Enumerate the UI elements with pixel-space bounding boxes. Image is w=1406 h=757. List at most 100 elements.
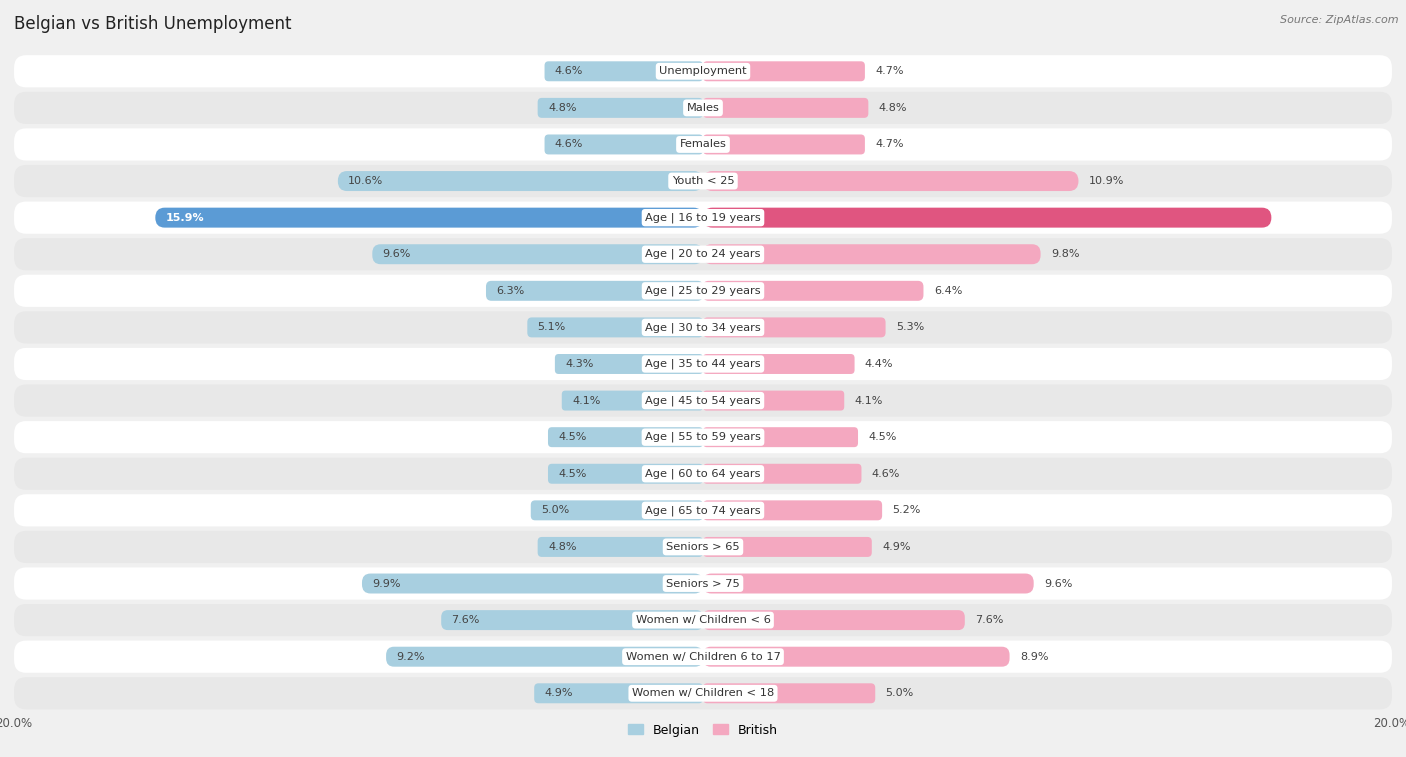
Text: 5.1%: 5.1%	[537, 322, 565, 332]
FancyBboxPatch shape	[14, 165, 1392, 197]
FancyBboxPatch shape	[703, 98, 869, 118]
Text: 4.8%: 4.8%	[879, 103, 907, 113]
FancyBboxPatch shape	[703, 684, 875, 703]
FancyBboxPatch shape	[703, 354, 855, 374]
Text: Age | 65 to 74 years: Age | 65 to 74 years	[645, 505, 761, 516]
Text: Source: ZipAtlas.com: Source: ZipAtlas.com	[1281, 15, 1399, 25]
FancyBboxPatch shape	[14, 201, 1392, 234]
FancyBboxPatch shape	[562, 391, 703, 410]
Text: Youth < 25: Youth < 25	[672, 176, 734, 186]
Text: 4.5%: 4.5%	[558, 432, 586, 442]
FancyBboxPatch shape	[703, 207, 1271, 228]
FancyBboxPatch shape	[527, 317, 703, 338]
FancyBboxPatch shape	[387, 646, 703, 667]
FancyBboxPatch shape	[703, 610, 965, 630]
FancyBboxPatch shape	[486, 281, 703, 301]
FancyBboxPatch shape	[14, 568, 1392, 600]
Text: 4.1%: 4.1%	[855, 396, 883, 406]
Text: Age | 35 to 44 years: Age | 35 to 44 years	[645, 359, 761, 369]
Text: Seniors > 75: Seniors > 75	[666, 578, 740, 588]
Text: 4.4%: 4.4%	[865, 359, 893, 369]
FancyBboxPatch shape	[14, 311, 1392, 344]
Text: 16.5%: 16.5%	[1282, 213, 1320, 223]
Text: 5.0%: 5.0%	[886, 688, 914, 698]
Text: 4.6%: 4.6%	[555, 67, 583, 76]
Text: 7.6%: 7.6%	[976, 615, 1004, 625]
FancyBboxPatch shape	[537, 537, 703, 557]
Text: 4.9%: 4.9%	[544, 688, 574, 698]
Text: Males: Males	[686, 103, 720, 113]
FancyBboxPatch shape	[14, 640, 1392, 673]
Legend: Belgian, British: Belgian, British	[623, 718, 783, 742]
FancyBboxPatch shape	[703, 646, 1010, 667]
FancyBboxPatch shape	[441, 610, 703, 630]
FancyBboxPatch shape	[703, 391, 844, 410]
Text: 7.6%: 7.6%	[451, 615, 479, 625]
FancyBboxPatch shape	[14, 678, 1392, 709]
Text: Age | 30 to 34 years: Age | 30 to 34 years	[645, 322, 761, 332]
Text: 4.8%: 4.8%	[548, 542, 576, 552]
FancyBboxPatch shape	[14, 348, 1392, 380]
Text: 10.6%: 10.6%	[349, 176, 384, 186]
Text: Women w/ Children 6 to 17: Women w/ Children 6 to 17	[626, 652, 780, 662]
FancyBboxPatch shape	[14, 458, 1392, 490]
FancyBboxPatch shape	[544, 135, 703, 154]
FancyBboxPatch shape	[537, 98, 703, 118]
FancyBboxPatch shape	[703, 171, 1078, 191]
FancyBboxPatch shape	[14, 92, 1392, 124]
FancyBboxPatch shape	[703, 135, 865, 154]
Text: 4.6%: 4.6%	[872, 469, 900, 478]
Text: 5.3%: 5.3%	[896, 322, 924, 332]
FancyBboxPatch shape	[534, 684, 703, 703]
Text: Unemployment: Unemployment	[659, 67, 747, 76]
FancyBboxPatch shape	[703, 281, 924, 301]
Text: Females: Females	[679, 139, 727, 149]
Text: Women w/ Children < 6: Women w/ Children < 6	[636, 615, 770, 625]
FancyBboxPatch shape	[14, 494, 1392, 526]
FancyBboxPatch shape	[555, 354, 703, 374]
Text: Seniors > 65: Seniors > 65	[666, 542, 740, 552]
Text: 15.9%: 15.9%	[166, 213, 204, 223]
Text: 6.4%: 6.4%	[934, 286, 962, 296]
FancyBboxPatch shape	[531, 500, 703, 520]
FancyBboxPatch shape	[155, 207, 703, 228]
Text: 4.1%: 4.1%	[572, 396, 600, 406]
Text: Age | 45 to 54 years: Age | 45 to 54 years	[645, 395, 761, 406]
Text: Age | 60 to 64 years: Age | 60 to 64 years	[645, 469, 761, 479]
Text: 4.7%: 4.7%	[875, 67, 904, 76]
Text: 4.9%: 4.9%	[882, 542, 911, 552]
FancyBboxPatch shape	[337, 171, 703, 191]
FancyBboxPatch shape	[14, 421, 1392, 453]
Text: 4.5%: 4.5%	[558, 469, 586, 478]
Text: 4.8%: 4.8%	[548, 103, 576, 113]
Text: 6.3%: 6.3%	[496, 286, 524, 296]
FancyBboxPatch shape	[544, 61, 703, 81]
FancyBboxPatch shape	[361, 574, 703, 593]
FancyBboxPatch shape	[548, 427, 703, 447]
FancyBboxPatch shape	[14, 238, 1392, 270]
FancyBboxPatch shape	[703, 61, 865, 81]
Text: Age | 20 to 24 years: Age | 20 to 24 years	[645, 249, 761, 260]
FancyBboxPatch shape	[703, 245, 1040, 264]
FancyBboxPatch shape	[14, 604, 1392, 636]
FancyBboxPatch shape	[703, 537, 872, 557]
FancyBboxPatch shape	[703, 500, 882, 520]
FancyBboxPatch shape	[14, 385, 1392, 416]
Text: 9.6%: 9.6%	[382, 249, 411, 259]
Text: 9.6%: 9.6%	[1045, 578, 1073, 588]
Text: Belgian vs British Unemployment: Belgian vs British Unemployment	[14, 15, 291, 33]
Text: Age | 55 to 59 years: Age | 55 to 59 years	[645, 432, 761, 442]
Text: 9.2%: 9.2%	[396, 652, 425, 662]
Text: 4.3%: 4.3%	[565, 359, 593, 369]
Text: 5.2%: 5.2%	[893, 506, 921, 516]
FancyBboxPatch shape	[14, 531, 1392, 563]
FancyBboxPatch shape	[703, 317, 886, 338]
FancyBboxPatch shape	[14, 129, 1392, 160]
FancyBboxPatch shape	[14, 55, 1392, 87]
Text: 9.9%: 9.9%	[373, 578, 401, 588]
FancyBboxPatch shape	[14, 275, 1392, 307]
FancyBboxPatch shape	[703, 574, 1033, 593]
Text: Women w/ Children < 18: Women w/ Children < 18	[631, 688, 775, 698]
FancyBboxPatch shape	[373, 245, 703, 264]
Text: 4.5%: 4.5%	[869, 432, 897, 442]
